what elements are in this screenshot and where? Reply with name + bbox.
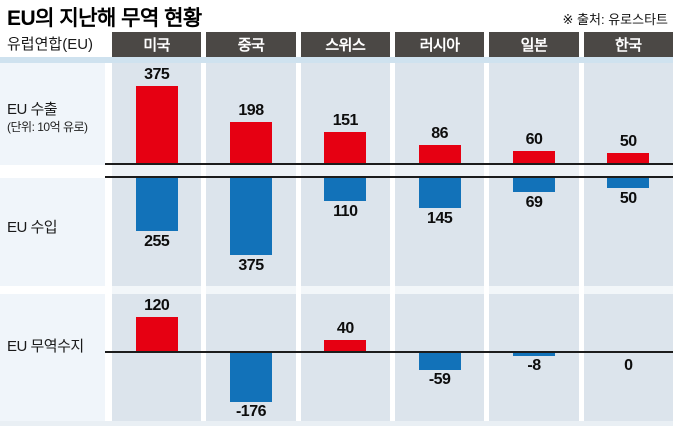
import-bar — [229, 178, 272, 255]
balance-bar — [324, 340, 367, 351]
balance-value-label: 120 — [144, 297, 170, 314]
balance-label: EU 무역수지 — [7, 338, 84, 355]
import-value-label: 110 — [333, 203, 358, 220]
exports-label: EU 수출 — [7, 101, 58, 118]
row-label-exports: EU 수출 (단위: 10억 유로) — [7, 101, 88, 136]
zero-line — [105, 351, 673, 353]
chart-column-1: 198 375 -176 — [206, 63, 296, 421]
import-bar — [512, 178, 555, 192]
import-value-label: 50 — [619, 190, 637, 207]
import-bar — [607, 178, 650, 188]
country-header-row: 미국 중국 스위스 러시아 일본 한국 — [112, 32, 673, 57]
balance-value-label: 0 — [624, 357, 633, 374]
import-value-label: 255 — [144, 233, 170, 250]
import-baseline — [105, 176, 673, 178]
balance-bar — [512, 353, 555, 356]
export-bar — [512, 151, 555, 163]
export-bar — [324, 132, 367, 163]
import-value-label: 145 — [427, 210, 453, 227]
country-header-cell-0: 미국 — [112, 32, 202, 57]
import-value-label: 375 — [238, 257, 264, 274]
import-value-label: 69 — [525, 194, 543, 211]
export-bar — [418, 145, 461, 163]
chart-column-0: 375 255 120 — [112, 63, 202, 421]
country-header-cell-2: 스위스 — [300, 32, 390, 57]
export-baseline — [105, 163, 673, 165]
export-value-label: 198 — [238, 102, 264, 119]
balance-bar — [135, 317, 178, 351]
chart-column-5: 50 50 0 — [583, 63, 673, 421]
country-header-cell-1: 중국 — [206, 32, 296, 57]
row-label-balance: EU 무역수지 — [7, 338, 84, 355]
source-note: ※ 출처: 유로스타트 — [562, 12, 668, 27]
balance-value-label: -8 — [527, 357, 541, 374]
export-bar — [607, 153, 650, 163]
balance-value-label: -176 — [235, 403, 267, 420]
row-label-column — [0, 63, 105, 421]
export-value-label: 86 — [431, 125, 449, 142]
chart-columns: 375 255 120 198 375 -176 151 110 40 86 145 -59 60 69 -… — [112, 63, 673, 421]
import-bar — [135, 178, 178, 231]
export-bar — [229, 122, 272, 163]
import-bar — [418, 178, 461, 208]
country-header-cell-3: 러시아 — [394, 32, 485, 57]
balance-bar — [229, 353, 272, 402]
export-bar — [135, 86, 178, 163]
export-value-label: 375 — [144, 66, 170, 83]
unit-note: (단위: 10억 유로) — [7, 120, 88, 134]
balance-value-label: -59 — [428, 371, 451, 388]
export-value-label: 50 — [619, 133, 637, 150]
country-header-cell-5: 한국 — [583, 32, 673, 57]
chart-column-2: 151 110 40 — [300, 63, 390, 421]
region-header-label: 유럽연합(EU) — [7, 36, 94, 53]
header-underline-strip — [0, 57, 673, 63]
export-value-label: 60 — [525, 131, 543, 148]
export-value-label: 151 — [332, 112, 359, 129]
chart-column-3: 86 145 -59 — [394, 63, 485, 421]
balance-value-label: 40 — [336, 320, 354, 337]
page-title: EU의 지난해 무역 현황 — [7, 7, 202, 30]
chart-column-4: 60 69 -8 — [489, 63, 579, 421]
country-header-cell-4: 일본 — [489, 32, 579, 57]
balance-bar — [418, 353, 461, 370]
bottom-strip — [0, 421, 673, 426]
imports-label: EU 수입 — [7, 219, 58, 236]
import-bar — [324, 178, 367, 201]
row-label-imports: EU 수입 — [7, 219, 58, 236]
